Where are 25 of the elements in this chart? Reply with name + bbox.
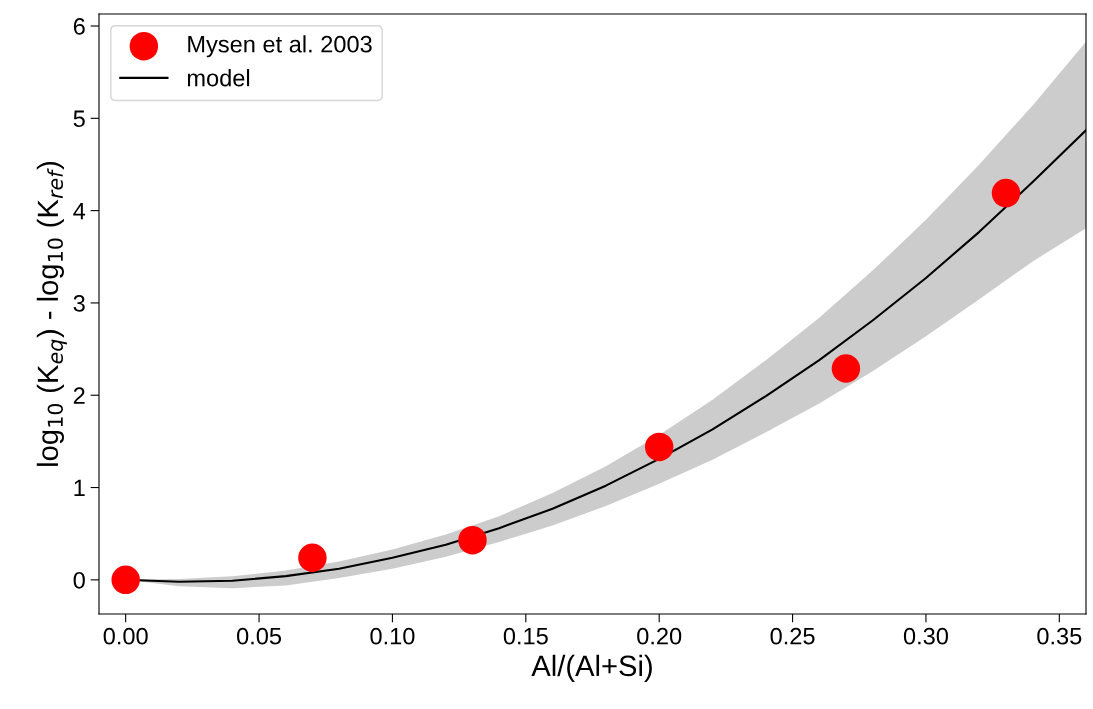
- y-tick-label: 2: [73, 387, 85, 404]
- y-tick-label: 3: [73, 294, 85, 312]
- legend-label: Mysen et al. 2003: [188, 35, 372, 58]
- y-tick-label: 4: [73, 202, 86, 220]
- y-tick-label: 5: [73, 110, 85, 128]
- x-tick-label: 0.35: [1037, 627, 1082, 645]
- point: [111, 565, 140, 595]
- point: [991, 178, 1021, 208]
- y-tick-label: 0: [73, 571, 85, 589]
- point: [298, 543, 327, 572]
- point: [831, 354, 861, 383]
- x-tick-label: 0.05: [237, 627, 282, 645]
- point: [458, 525, 487, 555]
- y-tick-label: 1: [74, 479, 85, 497]
- x-tick-label: 0.20: [637, 627, 682, 645]
- x-tick-label: 0.00: [103, 627, 148, 645]
- legend-label: model: [187, 69, 250, 87]
- point: [644, 432, 674, 462]
- x-tick-label: 0.25: [770, 627, 815, 645]
- y-tick-label: 6: [73, 18, 85, 35]
- text: log$_{10}$ (K$_{eq}$) - log$_{10}$ (K$_{ref}$): [36, 162, 67, 466]
- x-tick-label: 0.15: [503, 627, 548, 645]
- x-axis-title: Al/(Al+Si): [531, 654, 652, 682]
- x-tick-label: 0.10: [370, 627, 415, 645]
- x-tick-label: 0.30: [903, 627, 948, 645]
